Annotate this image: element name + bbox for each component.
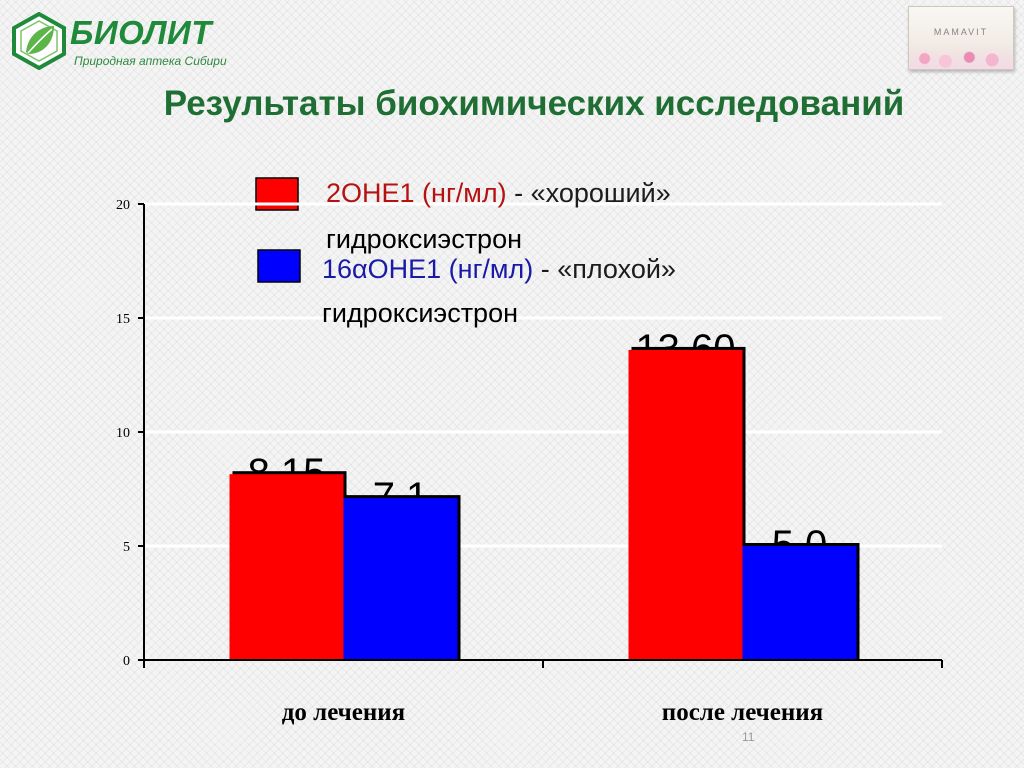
- product-box-image: MAMAVIT: [908, 6, 1014, 70]
- bar-16aohe1: [343, 498, 458, 660]
- axes: [138, 203, 943, 668]
- legend-desc2-2ohe1: гидроксиэстрон: [326, 224, 523, 254]
- x-category-label: после лечения: [662, 699, 823, 726]
- biolit-logo: БИОЛИТ Природная аптека Сибири: [8, 10, 238, 70]
- legend-sep-16aohe1: -: [533, 254, 558, 284]
- y-tick-label: 20: [116, 198, 130, 213]
- legend-label-16aohe1: 16αOHE1 (нг/мл): [322, 254, 534, 284]
- leaf-logo-icon: [12, 12, 66, 70]
- legend-item-16aohe1: 16αOHE1 (нг/мл) - «плохой»: [322, 254, 676, 285]
- bar-2ohe1: [229, 474, 344, 660]
- legend-sep-2ohe1: -: [506, 178, 531, 208]
- product-name: MAMAVIT: [933, 27, 989, 37]
- y-tick-label: 10: [116, 426, 130, 441]
- y-tick-label: 15: [116, 312, 130, 327]
- bar-2ohe1: [628, 349, 743, 660]
- legend-swatch-blue: [257, 249, 301, 283]
- legend-item-2ohe1: 2OHE1 (нг/мл) - «хороший»: [326, 178, 671, 209]
- y-tick-label: 5: [123, 540, 130, 555]
- slide-title: Результаты биохимических исследований: [163, 84, 905, 123]
- x-category-label: до лечения: [282, 699, 405, 726]
- logo-subtitle: Природная аптека Сибири: [74, 54, 227, 68]
- bar-16aohe1: [742, 546, 857, 660]
- logo-title: БИОЛИТ: [70, 14, 212, 51]
- y-tick-label: 0: [123, 654, 130, 669]
- legend-label-2ohe1: 2OHE1 (нг/мл): [326, 178, 507, 208]
- legend-desc-16aohe1: «плохой»: [557, 254, 676, 284]
- product-flowers-decoration: [909, 43, 1013, 69]
- legend-desc-2ohe1: «хороший»: [530, 178, 671, 208]
- legend-desc2-16aohe1: гидроксиэстрон: [322, 298, 519, 328]
- bars: [229, 346, 860, 660]
- page-number: 11: [742, 730, 755, 744]
